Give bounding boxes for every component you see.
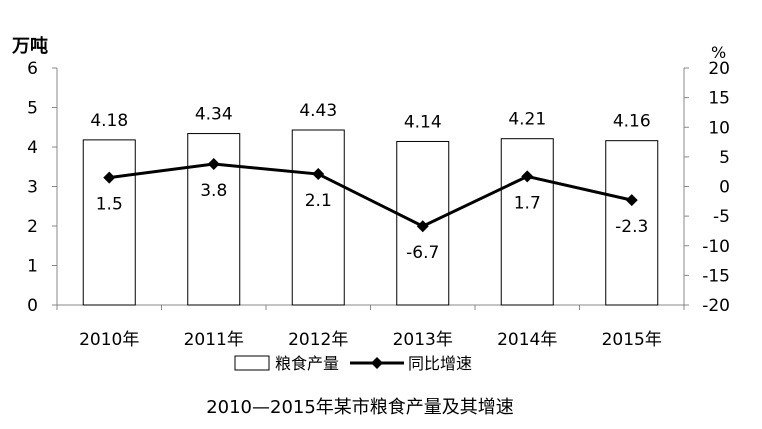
left-axis-tick-label: 1 [27,257,38,277]
x-axis-category-label: 2010年 [79,330,139,350]
bar-data-label: 4.18 [90,111,128,131]
right-axis-tick-label: -15 [702,266,730,286]
line-marker [207,157,220,170]
bar [291,129,345,306]
chart-title: 2010—2015年某市粮食产量及其增速 [206,397,514,418]
left-axis-tick-label: 0 [27,296,38,316]
bar-data-label: 4.43 [299,101,337,121]
bar-data-label: 4.16 [613,112,651,132]
left-axis-tick-label: 2 [27,217,38,237]
line-data-label: 1.5 [96,195,123,215]
legend-line-label: 同比增速 [408,354,472,373]
right-axis-tick-label: -20 [702,296,730,316]
x-axis-category-labels: 2010年 2011年 2012年 2013年 2014年 2015年 [79,330,662,350]
legend-diamond-marker [371,357,383,369]
bar [500,138,554,306]
legend-bar-label: 粮食产量 [275,354,339,373]
left-axis-tick-label: 5 [27,99,38,119]
legend: 粮食产量 同比增速 [234,354,472,373]
x-axis-category-label: 2013年 [393,330,453,350]
left-axis-tick-label: 6 [27,59,38,79]
bar [605,140,659,306]
line-marker [521,170,534,183]
line-series-growth-rate [103,157,638,233]
line-data-labels: 1.5 3.8 2.1 -6.7 1.7 -2.3 [96,181,649,263]
right-axis-tick-label: 5 [719,148,730,168]
right-axis-tick-label: 15 [708,89,730,109]
bar-data-labels: 4.18 4.34 4.43 4.14 4.21 4.16 [90,101,650,132]
line-marker [416,220,429,233]
line-data-label: -2.3 [615,217,648,237]
line-data-label: 2.1 [305,191,332,211]
bar-data-label: 4.21 [508,110,546,130]
line-marker [312,168,325,181]
line-marker [103,171,116,184]
bar [82,139,136,306]
line-path [109,162,633,228]
x-axis-category-label: 2012年 [288,330,348,350]
x-axis-category-label: 2015年 [602,330,662,350]
line-marker [625,194,638,207]
right-axis-tick-label: -10 [702,237,730,257]
right-axis-tick-label: 10 [708,118,730,138]
bar-data-label: 4.34 [195,105,233,125]
right-axis-unit: % [711,43,726,62]
right-axis-tick-labels: 20 15 10 5 0 -5 -10 -15 -20 [702,59,730,316]
line-data-label: 1.7 [514,193,541,213]
left-axis-unit: 万吨 [11,35,48,57]
right-axis-tick-label: -5 [713,207,730,227]
right-axis-tick-label: 0 [719,178,730,198]
left-axis-tick-label: 4 [27,138,38,158]
axes [52,67,689,310]
legend-bar-swatch [234,355,270,371]
line-data-label: 3.8 [200,181,227,201]
left-axis-tick-label: 3 [27,178,38,198]
x-axis-category-label: 2014年 [497,330,557,350]
line-data-label: -6.7 [406,243,439,263]
right-axis-tick-label: 20 [708,59,730,79]
left-axis-tick-labels: 0 1 2 3 4 5 6 [27,59,38,316]
bar-data-label: 4.14 [404,112,442,132]
x-axis-category-label: 2011年 [184,330,244,350]
bar-series-grain-output [82,129,659,306]
